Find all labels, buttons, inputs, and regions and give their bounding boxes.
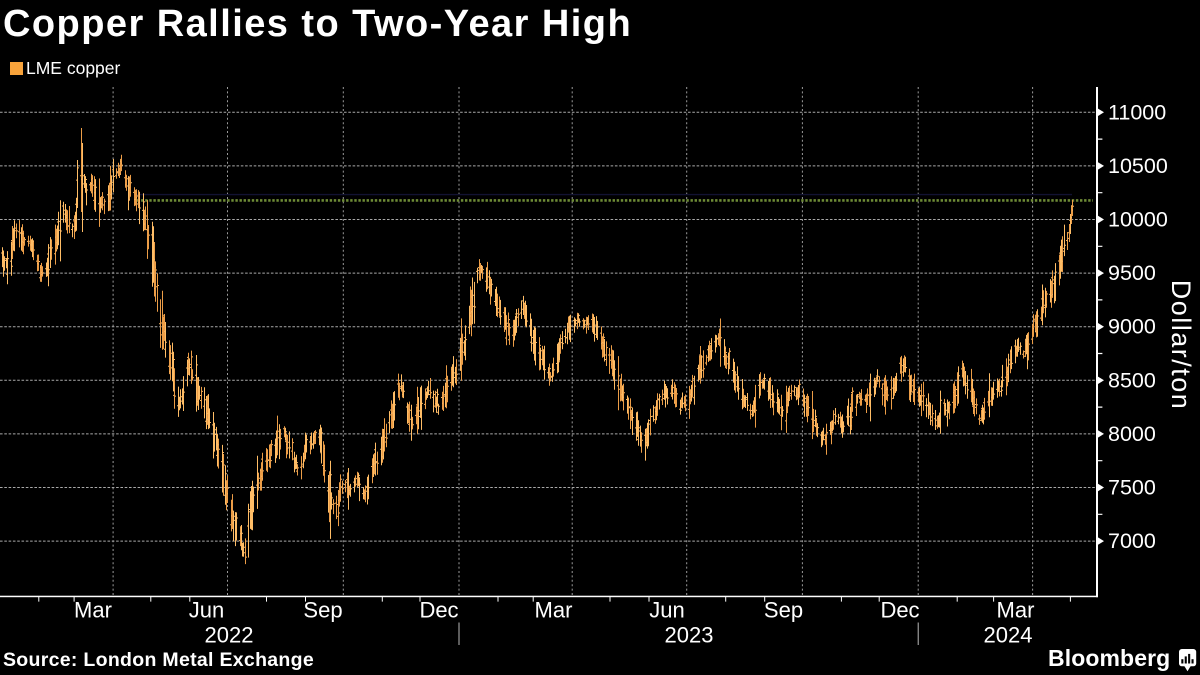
svg-text:Dec: Dec bbox=[880, 598, 919, 623]
svg-text:Dec: Dec bbox=[419, 598, 458, 623]
svg-text:Dollar/ton: Dollar/ton bbox=[1166, 280, 1196, 411]
svg-text:2022: 2022 bbox=[205, 623, 254, 648]
svg-text:11000: 11000 bbox=[1108, 100, 1166, 124]
svg-text:10500: 10500 bbox=[1108, 154, 1168, 178]
svg-text:9000: 9000 bbox=[1108, 315, 1156, 339]
svg-text:7000: 7000 bbox=[1108, 529, 1156, 553]
svg-text:Jun: Jun bbox=[189, 598, 224, 623]
svg-text:2024: 2024 bbox=[984, 623, 1033, 648]
svg-text:Sep: Sep bbox=[303, 598, 342, 623]
svg-text:Mar: Mar bbox=[535, 598, 573, 623]
svg-text:2023: 2023 bbox=[665, 623, 714, 648]
svg-text:Mar: Mar bbox=[997, 598, 1035, 623]
svg-text:9500: 9500 bbox=[1108, 261, 1156, 285]
svg-text:Mar: Mar bbox=[74, 598, 112, 623]
svg-text:Jun: Jun bbox=[649, 598, 684, 623]
svg-text:8000: 8000 bbox=[1108, 422, 1156, 446]
svg-text:7500: 7500 bbox=[1108, 476, 1156, 500]
svg-text:8500: 8500 bbox=[1108, 368, 1156, 392]
svg-text:10000: 10000 bbox=[1108, 208, 1168, 232]
svg-text:Sep: Sep bbox=[764, 598, 803, 623]
